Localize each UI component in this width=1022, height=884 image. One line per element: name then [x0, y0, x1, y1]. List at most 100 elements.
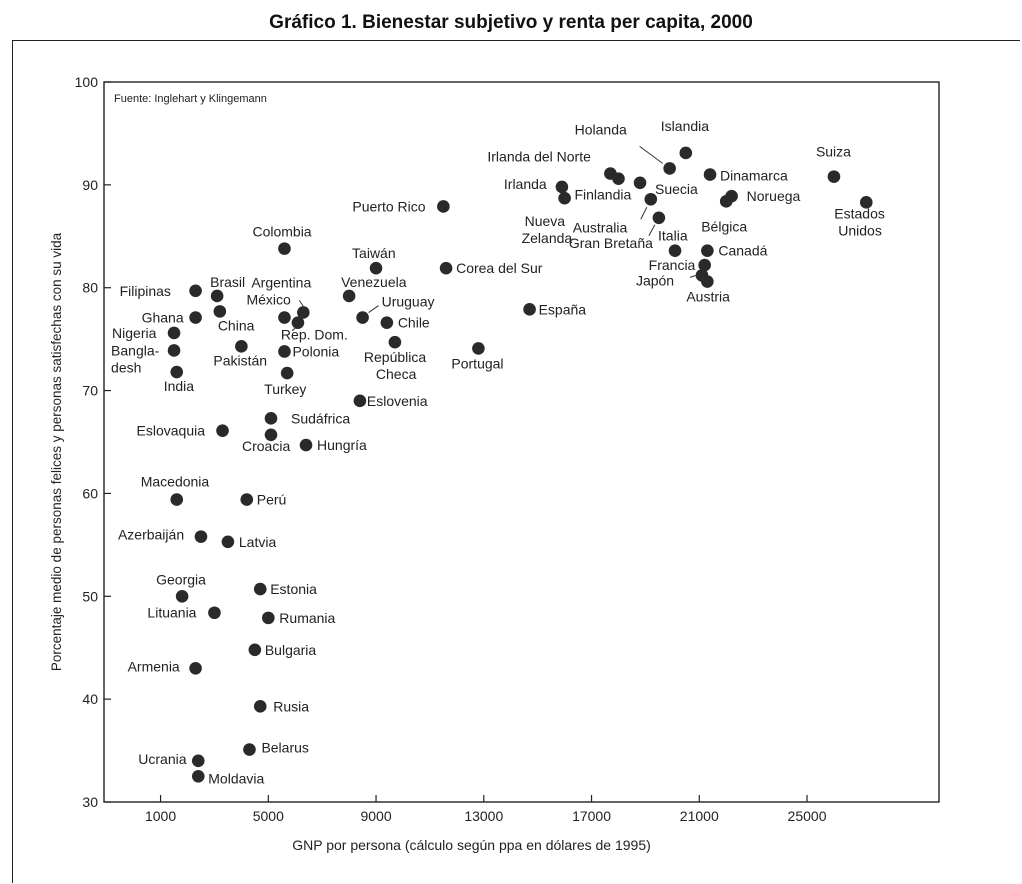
point-label: Finlandia [574, 187, 631, 203]
data-point [191, 754, 205, 768]
point-label: Taiwán [352, 245, 396, 261]
data-point [679, 146, 693, 160]
point-label: Estonia [270, 581, 317, 597]
data-point [189, 284, 202, 298]
data-point [719, 195, 733, 208]
point-label-line: Checa [376, 366, 417, 382]
point-label: Pakistán [213, 352, 267, 368]
data-point [208, 606, 221, 620]
data-point [191, 769, 205, 783]
point-label: Nigeria [112, 325, 157, 341]
leader-line [639, 145, 663, 164]
data-point [175, 589, 189, 603]
data-point [240, 493, 254, 506]
data-point [703, 168, 717, 181]
data-point [243, 743, 256, 756]
data-point [652, 211, 666, 225]
data-point [663, 162, 676, 175]
data-point [278, 345, 291, 358]
point-label: Ghana [142, 310, 184, 326]
page-title: Gráfico 1. Bienestar subjetivo y renta p… [269, 12, 753, 33]
chart-axes: 30 40 50 60 70 80 90 100 1000 5000 9000 13000 17000 2… [49, 74, 940, 853]
point-label: Macedonia [141, 474, 210, 490]
data-point [264, 412, 278, 425]
point-label: Estados Unidos [834, 205, 885, 238]
data-point [342, 289, 356, 303]
point-label-line: Bangla- [111, 342, 160, 358]
data-point [216, 424, 229, 437]
point-label: Azerbaiján [118, 527, 184, 543]
data-point [612, 172, 625, 185]
data-point [253, 582, 267, 596]
point-label: Chile [398, 315, 430, 331]
point-label: Canadá [718, 243, 767, 259]
scatter-chart: 30 40 50 60 70 80 90 100 1000 5000 9000 13000 17000 2… [49, 74, 940, 853]
point-label: China [218, 317, 255, 333]
data-point [472, 342, 485, 355]
data-point [701, 275, 714, 288]
point-label: Suecia [655, 181, 698, 197]
leader-line [640, 207, 648, 220]
data-point [388, 335, 402, 349]
point-label: Irlanda [504, 176, 547, 192]
point-label: Argentina [251, 274, 311, 290]
point-label: Suiza [816, 144, 851, 160]
point-label: Eslovaquia [137, 423, 206, 439]
point-label: Perú [257, 492, 287, 508]
x-tick-label: 9000 [360, 808, 391, 824]
data-point [167, 344, 181, 357]
point-label: Sudáfrica [291, 410, 350, 426]
data-point [291, 316, 305, 329]
point-label: Brasil [210, 274, 245, 290]
plot-area-border [103, 81, 940, 803]
data-point [297, 306, 310, 319]
point-label: Latvia [239, 534, 277, 550]
data-point [264, 428, 278, 442]
data-point [299, 438, 313, 452]
data-point [278, 242, 291, 255]
data-point [221, 535, 235, 549]
chart-points [167, 146, 873, 783]
point-label: Filipinas [120, 283, 171, 299]
point-label: Bélgica [701, 218, 747, 234]
leader-lines [291, 145, 697, 332]
data-point [523, 303, 536, 316]
y-tick-label: 60 [82, 485, 98, 501]
point-label: Portugal [451, 355, 503, 371]
x-tick-label: 25000 [788, 808, 827, 824]
point-label: Bangla-desh [111, 342, 160, 375]
point-label-line: Zelanda [522, 230, 573, 246]
point-label: República Checa [364, 349, 426, 382]
point-label: Lituania [147, 605, 196, 621]
data-point [170, 493, 184, 506]
point-label: Holanda [575, 121, 627, 137]
leader-line [291, 327, 297, 332]
point-label: Gran Bretaña [569, 235, 653, 251]
point-label: Croacia [242, 438, 290, 454]
y-tick-label: 100 [75, 74, 99, 90]
leader-line [368, 305, 379, 313]
y-axis-label: Porcentaje medio de personas felices y p… [49, 232, 64, 671]
data-point [439, 261, 453, 275]
point-label: Uruguay [382, 294, 435, 310]
source-note: Fuente: Inglehart y Klingemann [114, 93, 267, 105]
data-point [356, 311, 369, 324]
data-point [248, 643, 262, 657]
point-label-line: Estados [834, 205, 885, 221]
data-point [558, 191, 571, 205]
x-tick-label: 1000 [145, 808, 176, 824]
data-point [194, 530, 208, 543]
point-label: Italia [658, 228, 688, 244]
point-label: Austria [686, 289, 730, 305]
y-tick-label: 80 [82, 280, 98, 296]
data-point [280, 366, 294, 380]
data-point [668, 244, 682, 257]
point-label-line: Nueva [525, 213, 566, 229]
data-point [437, 200, 450, 213]
point-label: Irlanda del Norte [487, 149, 591, 165]
point-label: Japón [636, 272, 674, 288]
point-label: Puerto Rico [352, 198, 425, 214]
point-label-line: Unidos [838, 222, 882, 238]
leader-line [689, 274, 697, 278]
point-label: Armenia [128, 658, 180, 674]
